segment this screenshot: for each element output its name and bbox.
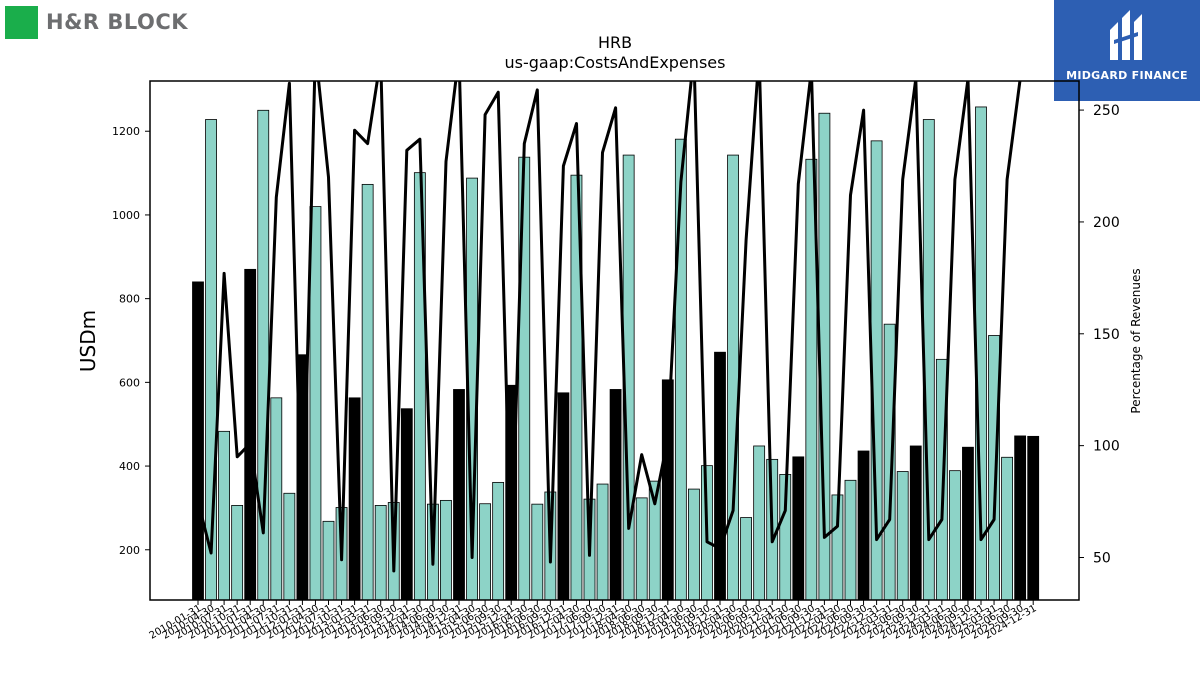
bar-2017-12-31 xyxy=(609,389,622,601)
bar-2013-01-31 xyxy=(348,397,361,601)
bar-2020-04-30 xyxy=(727,154,739,601)
bar-2021-06-30 xyxy=(792,456,805,601)
y-axis-left: 200 400 600 800 1000 1200 xyxy=(112,125,150,557)
bar-2024-09-30 xyxy=(962,446,974,601)
y-tick-label-400: 400 xyxy=(119,460,140,473)
bar-2011-10-31 xyxy=(283,492,296,601)
y-tick-label-200: 200 xyxy=(119,544,140,557)
bars-layer xyxy=(192,106,1040,601)
bar-2022-06-30 xyxy=(844,479,857,601)
hr-block-logo: H&R BLOCK xyxy=(5,5,188,39)
bar-2020-09-30 xyxy=(753,445,766,601)
bar-2019-06-30 xyxy=(688,488,700,601)
bar-2013-06-30 xyxy=(374,505,387,601)
bar-2010-10-31 xyxy=(231,505,244,601)
midgard-finance-logo-text: MIDGARD FINANCE xyxy=(1066,69,1188,82)
bar-2025-03-31 xyxy=(988,335,1000,601)
bar-2013-03-31 xyxy=(361,183,374,601)
midgard-finance-logo: MIDGARD FINANCE xyxy=(1054,0,1200,101)
y2-tick-label-250: 250 xyxy=(1093,103,1120,119)
y-tick-label-600: 600 xyxy=(119,376,140,389)
bar-2019-12-31 xyxy=(714,351,726,601)
bar-2015-06-30 xyxy=(479,503,492,601)
bar-2025-06-30 xyxy=(1001,456,1013,601)
bar-2016-12-31 xyxy=(557,392,570,601)
bar-2010-01-31 xyxy=(192,281,204,601)
bar-2020-06-30 xyxy=(740,517,752,601)
bar-2022-09-30 xyxy=(857,450,870,601)
midgard-emblem-icon xyxy=(1110,10,1142,60)
hr-block-logo-square xyxy=(5,5,38,39)
bar-2015-09-30 xyxy=(492,481,505,601)
y-axis-label: USDm xyxy=(76,310,100,372)
y2-axis-label: Percentage of Revenues xyxy=(1129,268,1143,413)
y-tick-label-800: 800 xyxy=(119,293,140,306)
bar-2012-04-30 xyxy=(309,206,322,601)
bar-2011-01-31 xyxy=(244,268,257,601)
percentage-of-revenues-line xyxy=(196,81,1022,573)
y2-tick-label-100: 100 xyxy=(1093,439,1120,455)
chart-subtitle: us-gaap:CostsAndExpenses xyxy=(505,53,726,72)
bar-2023-03-31 xyxy=(883,323,896,601)
hr-block-logo-text: H&R BLOCK xyxy=(46,10,189,34)
line-layer xyxy=(196,81,1022,573)
bar-2010-07-31 xyxy=(218,430,231,601)
y-tick-label-1200: 1200 xyxy=(112,125,140,138)
y2-tick-label-150: 150 xyxy=(1093,327,1120,343)
bar-2025-09-30 xyxy=(1014,435,1027,601)
plot-frame xyxy=(149,80,1080,601)
bar-2023-06-30 xyxy=(896,471,909,601)
bar-2024-06-30 xyxy=(949,470,961,601)
bar-2012-07-31 xyxy=(322,520,335,601)
y2-tick-label-200: 200 xyxy=(1093,215,1120,231)
y-axis-right: 50 100 150 200 250 xyxy=(1079,103,1120,566)
bar-2014-12-31 xyxy=(453,389,465,601)
bar-2018-06-30 xyxy=(635,497,648,601)
bar-2016-06-30 xyxy=(531,503,544,601)
x-axis: 2010-01-312010-04-302010-07-312010-10-31… xyxy=(148,600,1039,642)
y2-tick-label-50: 50 xyxy=(1093,550,1111,566)
bar-2011-07-31 xyxy=(270,397,283,601)
y-tick-label-1000: 1000 xyxy=(112,209,140,222)
bar-2014-09-30 xyxy=(440,499,452,601)
chart-title: HRB xyxy=(598,33,632,52)
bar-2017-09-30 xyxy=(596,483,609,601)
bar-2013-12-31 xyxy=(400,408,413,601)
bar-2023-09-30 xyxy=(909,445,922,601)
bar-2024-12-31 xyxy=(1027,435,1040,601)
